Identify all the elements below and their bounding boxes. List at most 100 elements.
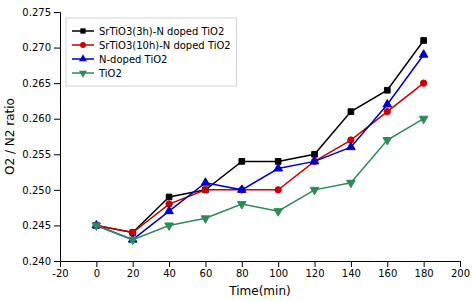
tick-label: 160 xyxy=(378,268,397,279)
data-point xyxy=(420,80,426,86)
y-axis-title: O2 / N2 ratio xyxy=(3,98,17,175)
tick-label: 0.270 xyxy=(22,42,51,53)
tick-mark xyxy=(54,225,60,226)
tick-mark xyxy=(424,261,425,267)
tick-mark xyxy=(54,83,60,84)
legend-item: SrTiO3(10h)-N doped TiO2 xyxy=(72,40,231,51)
tick: 80 xyxy=(236,261,249,279)
tick-mark xyxy=(205,261,206,267)
legend-box xyxy=(66,18,237,86)
tick-mark xyxy=(54,119,60,120)
series-line xyxy=(96,83,423,232)
legend-marker xyxy=(80,42,86,48)
tick: -20 xyxy=(52,261,68,279)
tick-label: 0.265 xyxy=(22,78,51,89)
tick: 20 xyxy=(127,261,140,279)
tick-label: 0 xyxy=(94,268,100,279)
tick-label: 20 xyxy=(127,268,140,279)
tick-mark xyxy=(278,261,279,267)
series-line xyxy=(96,119,423,240)
tick: 0.265 xyxy=(22,78,60,89)
data-point xyxy=(421,38,427,44)
data-point xyxy=(419,116,428,123)
tick-label: 180 xyxy=(415,268,434,279)
tick-label: 0.260 xyxy=(22,113,51,124)
legend-label: N-doped TiO2 xyxy=(99,54,167,65)
tick-mark xyxy=(242,261,243,267)
data-point xyxy=(166,194,172,200)
data-point xyxy=(384,108,390,114)
tick-label: -20 xyxy=(52,268,68,279)
tick: 0.240 xyxy=(22,256,60,267)
tick-label: 0.255 xyxy=(22,149,51,160)
tick: 60 xyxy=(200,261,213,279)
data-point xyxy=(201,216,210,223)
tick: 100 xyxy=(269,261,288,279)
tick-mark xyxy=(96,261,97,267)
tick-label: 120 xyxy=(305,268,324,279)
axis-line xyxy=(54,13,61,262)
tick: 180 xyxy=(415,261,434,279)
legend-marker xyxy=(79,71,87,78)
tick: 40 xyxy=(163,261,176,279)
tick-label: 200 xyxy=(451,268,470,279)
tick-label: 0.250 xyxy=(22,185,51,196)
tick-label: 0.240 xyxy=(22,256,51,267)
tick: 120 xyxy=(305,261,324,279)
legend-label: SrTiO3(3h)-N doped TiO2 xyxy=(99,26,224,37)
tick-label: 60 xyxy=(200,268,213,279)
tick-mark xyxy=(315,261,316,267)
tick-mark xyxy=(351,261,352,267)
tick: 0.245 xyxy=(22,220,60,231)
tick-label: 40 xyxy=(163,268,176,279)
data-point xyxy=(238,185,247,192)
tick-label: 140 xyxy=(342,268,361,279)
data-point xyxy=(384,87,390,93)
data-point xyxy=(203,187,209,193)
tick: 0.270 xyxy=(22,42,60,53)
data-point xyxy=(383,100,392,107)
data-point xyxy=(419,50,428,57)
tick: 0 xyxy=(94,261,100,279)
data-point xyxy=(310,156,319,163)
tick: 200 xyxy=(451,261,470,279)
legend-item: TiO2 xyxy=(72,68,122,79)
legend-item: SrTiO3(3h)-N doped TiO2 xyxy=(72,26,224,37)
data-point xyxy=(202,187,208,193)
data-point xyxy=(274,209,283,216)
tick-mark xyxy=(387,261,388,267)
plot: -20 0 20 40 60 80 100 120 140 160 180 200 0.240 0.245… xyxy=(22,7,470,279)
tick-label: 0.275 xyxy=(22,7,51,18)
data-point xyxy=(347,180,356,187)
data-point xyxy=(165,206,174,213)
data-point xyxy=(128,237,137,244)
legend-marker xyxy=(79,54,87,61)
data-point xyxy=(92,223,101,230)
legend-marker xyxy=(80,28,85,33)
tick: 0.260 xyxy=(22,113,60,124)
data-point xyxy=(347,142,356,149)
tick-label: 80 xyxy=(236,268,249,279)
tick-mark xyxy=(169,261,170,267)
tick: 0.250 xyxy=(22,185,60,196)
tick-mark xyxy=(54,12,60,13)
tick-mark xyxy=(54,48,60,49)
legend-label: SrTiO3(10h)-N doped TiO2 xyxy=(99,40,231,51)
data-point xyxy=(383,138,392,145)
tick-mark xyxy=(54,154,60,155)
x-axis: -20 0 20 40 60 80 100 120 140 160 180 200 xyxy=(52,261,470,279)
tick: 160 xyxy=(378,261,397,279)
tick-label: 0.245 xyxy=(22,220,51,231)
tick-label: 100 xyxy=(269,268,288,279)
legend: SrTiO3(3h)-N doped TiO2 SrTiO3(10h)-N dop… xyxy=(66,18,237,86)
y-axis: 0.240 0.245 0.250 0.255 0.260 0.265 0.270 0.275 xyxy=(22,7,60,267)
data-point xyxy=(201,178,210,185)
axis-line xyxy=(61,262,461,268)
data-point xyxy=(348,109,354,115)
data-point xyxy=(310,187,319,194)
data-point xyxy=(275,187,281,193)
data-point xyxy=(274,164,283,171)
tick: 0.255 xyxy=(22,149,60,160)
data-point xyxy=(238,202,247,209)
tick-mark xyxy=(54,261,60,262)
